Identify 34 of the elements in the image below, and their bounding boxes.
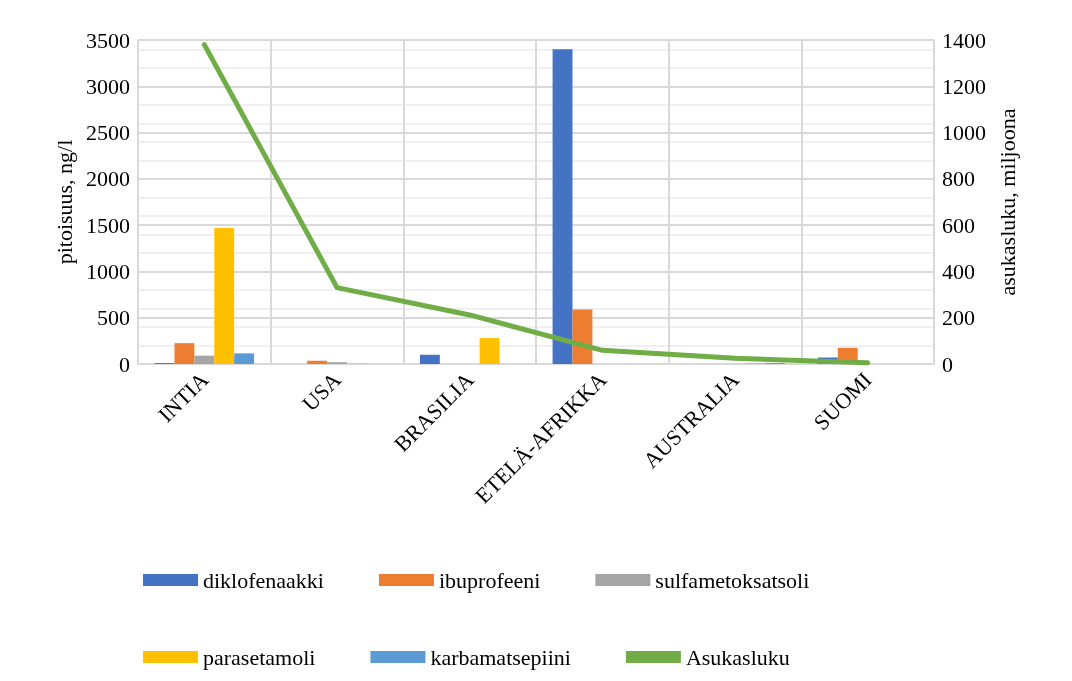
y2-tick-label: 0 — [942, 351, 953, 377]
legend-label: Asukasluku — [685, 644, 790, 670]
legend-label: sulfametoksatsoli — [655, 567, 810, 593]
y-axis-title: pitoisuus, ng/l — [51, 139, 77, 265]
y-tick-label: 0 — [119, 351, 130, 377]
bar — [234, 353, 255, 364]
y2-tick-label: 800 — [942, 166, 975, 192]
y2-axis-title: asukasluku, miljoona — [995, 108, 1021, 296]
y2-tick-label: 1200 — [942, 73, 986, 99]
bar — [214, 227, 235, 364]
y2-tick-label: 600 — [942, 212, 975, 238]
y2-tick-label: 200 — [942, 305, 975, 331]
y-tick-label: 2000 — [86, 166, 130, 192]
bar — [307, 360, 328, 364]
y-tick-label: 1500 — [86, 212, 130, 238]
y2-tick-label: 1400 — [942, 27, 986, 53]
bar — [194, 355, 215, 364]
y-tick-label: 3500 — [86, 27, 130, 53]
legend-label: parasetamoli — [203, 644, 316, 670]
y2-tick-label: 400 — [942, 258, 975, 284]
legend-label: ibuprofeeni — [438, 567, 541, 593]
legend-label: karbamatsepiini — [430, 644, 571, 670]
y-tick-label: 2500 — [86, 120, 130, 146]
bar — [174, 343, 195, 364]
bar — [572, 309, 593, 364]
y-tick-label: 1000 — [86, 258, 130, 284]
y2-tick-label: 1000 — [942, 120, 986, 146]
bar — [552, 49, 573, 364]
bar — [479, 338, 500, 364]
legend-label: diklofenaakki — [203, 567, 324, 593]
y-tick-label: 3000 — [86, 73, 130, 99]
y-tick-label: 500 — [97, 305, 130, 331]
bar — [419, 354, 440, 364]
x-tick-label: USA — [297, 367, 346, 416]
